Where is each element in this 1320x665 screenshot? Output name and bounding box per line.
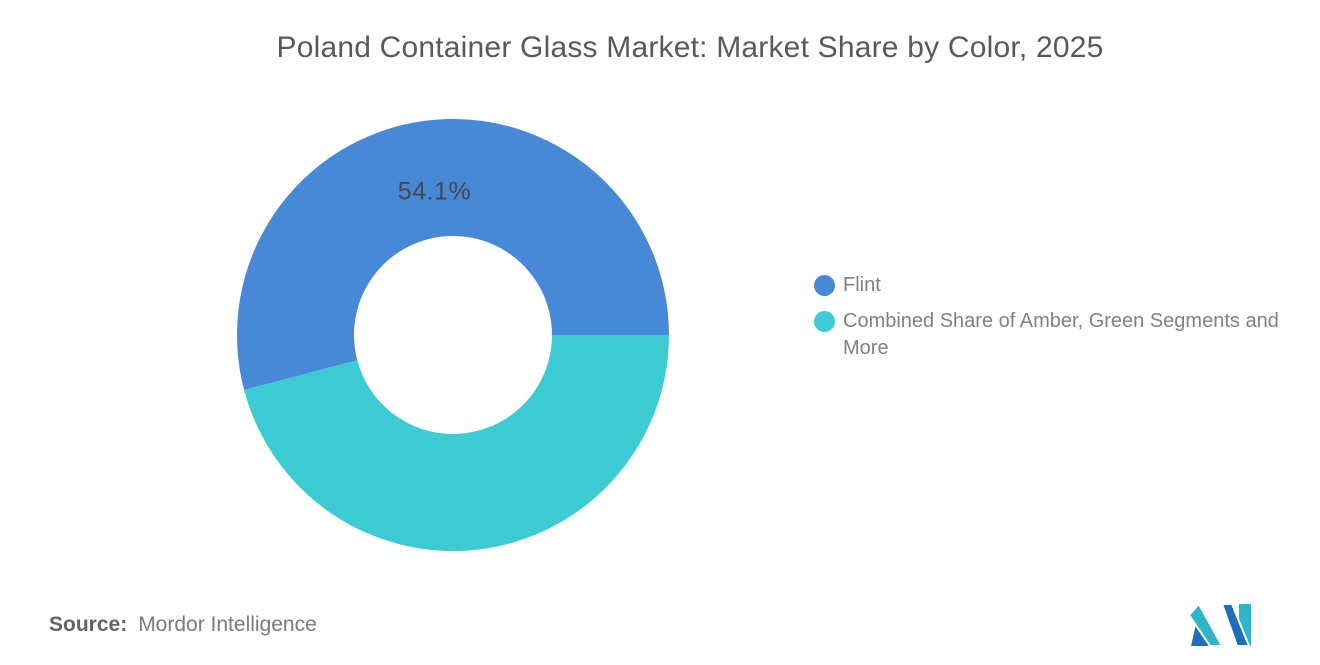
source-value: Mordor Intelligence <box>138 613 317 636</box>
mordor-intelligence-logo <box>1189 602 1251 646</box>
logo-right-diagonal-shape <box>1220 603 1251 646</box>
pie-slice-flint[interactable] <box>237 118 669 391</box>
slice-value-label: 54.1% <box>397 177 472 206</box>
source-label: Source: <box>49 613 128 636</box>
logo-left-diagonal-shape <box>1189 602 1224 646</box>
legend-item-flint[interactable]: Flint <box>814 272 1296 299</box>
legend-marker-flint-icon <box>814 275 835 296</box>
source-line: Source: Mordor Intelligence <box>49 613 317 637</box>
pie-slice-combined-share-of[interactable] <box>244 335 669 551</box>
legend-label-flint: Flint <box>843 274 881 296</box>
legend-marker-combined-share-icon <box>814 311 835 332</box>
legend-item-combined-share[interactable]: Combined Share of Amber, Green Segments … <box>814 308 1296 362</box>
chart-title: Poland Container Glass Market: Market Sh… <box>276 31 1104 64</box>
legend-label-combined-share: Combined Share of Amber, Green Segments … <box>843 310 1279 359</box>
legend: Flint Combined Share of Amber, Green Seg… <box>814 272 1296 362</box>
